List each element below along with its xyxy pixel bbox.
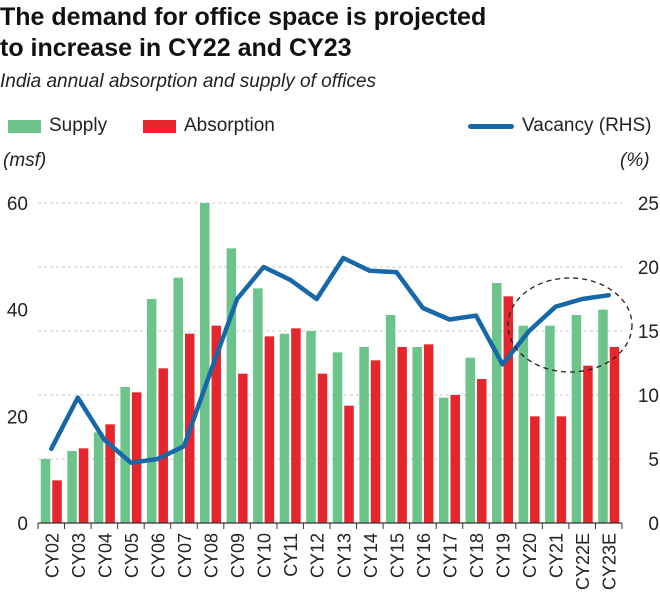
chart-title-line-2: to increase in CY22 and CY23 bbox=[0, 34, 352, 62]
category-label: CY11 bbox=[281, 533, 301, 577]
left-tick-label: 40 bbox=[7, 301, 28, 322]
absorption-bar bbox=[370, 360, 381, 523]
supply-bar bbox=[412, 347, 422, 523]
category-label: CY23E bbox=[600, 533, 620, 590]
supply-bar bbox=[173, 277, 183, 523]
category-label: CY05 bbox=[122, 533, 142, 578]
supply-bar bbox=[93, 432, 104, 523]
absorption-bar bbox=[264, 336, 275, 523]
category-label: CY17 bbox=[441, 533, 461, 578]
absorption-bar bbox=[131, 392, 142, 523]
legend-absorption: Absorption bbox=[143, 114, 275, 138]
absorption-bar bbox=[52, 480, 62, 523]
right-tick-label: 5 bbox=[648, 450, 659, 471]
legend-absorption-label: Absorption bbox=[184, 115, 275, 136]
supply-bar bbox=[226, 248, 237, 524]
left-tick-label: 60 bbox=[7, 194, 28, 215]
legend-vacancy-label: Vacancy (RHS) bbox=[522, 115, 652, 136]
left-tick-label: 0 bbox=[17, 514, 28, 535]
legend-absorption-swatch bbox=[143, 119, 176, 133]
category-label: CY18 bbox=[467, 533, 487, 578]
supply-bar bbox=[306, 331, 316, 523]
absorption-bar bbox=[530, 416, 540, 523]
absorption-bar bbox=[450, 395, 460, 523]
supply-bar bbox=[492, 283, 502, 523]
absorption-bar bbox=[211, 325, 222, 523]
absorption-bar bbox=[78, 448, 89, 523]
category-label: CY20 bbox=[520, 533, 540, 578]
supply-bar bbox=[279, 333, 290, 523]
category-label: CY06 bbox=[149, 533, 169, 578]
absorption-bar bbox=[583, 365, 593, 523]
right-tick-label: 25 bbox=[638, 194, 659, 215]
legend-vacancy: Vacancy (RHS) bbox=[468, 114, 652, 138]
category-label: CY19 bbox=[494, 533, 514, 578]
right-tick-label: 0 bbox=[648, 514, 659, 535]
absorption-bar bbox=[477, 379, 487, 523]
supply-bar bbox=[571, 315, 582, 523]
left-tick-label: 20 bbox=[7, 407, 28, 428]
supply-bar bbox=[200, 203, 210, 523]
left-axis-unit: (msf) bbox=[3, 150, 47, 171]
supply-bar bbox=[518, 325, 529, 523]
supply-bar bbox=[598, 309, 608, 523]
category-label: CY08 bbox=[202, 533, 222, 578]
supply-bar bbox=[545, 325, 555, 523]
category-label: CY15 bbox=[387, 533, 407, 578]
absorption-bar bbox=[317, 373, 328, 523]
category-label: CY12 bbox=[308, 533, 328, 578]
category-label: CY07 bbox=[175, 533, 195, 578]
supply-bar bbox=[385, 315, 396, 523]
category-label: CY03 bbox=[69, 533, 89, 578]
supply-bar bbox=[67, 451, 77, 523]
category-label: CY21 bbox=[547, 533, 567, 578]
absorption-bar bbox=[503, 296, 514, 523]
legend-supply-label: Supply bbox=[49, 115, 108, 136]
legend-supply: Supply bbox=[8, 114, 107, 138]
absorption-bar bbox=[105, 424, 115, 523]
legend-vacancy-swatch bbox=[468, 123, 514, 129]
supply-bar bbox=[40, 459, 51, 523]
chart-title: The demand for office space is projected… bbox=[0, 2, 650, 64]
chart-title-line-1: The demand for office space is projected bbox=[0, 3, 487, 31]
supply-bar bbox=[332, 352, 343, 523]
absorption-bar bbox=[158, 368, 168, 523]
absorption-bar bbox=[609, 347, 620, 523]
category-label: CY09 bbox=[228, 533, 248, 578]
supply-bar bbox=[465, 357, 475, 523]
supply-bar bbox=[253, 288, 263, 523]
category-label: CY14 bbox=[361, 533, 381, 578]
absorption-bar bbox=[238, 373, 248, 523]
highlight-circle bbox=[507, 277, 633, 373]
chart-subtitle: India annual absorption and supply of of… bbox=[0, 71, 377, 92]
category-label: CY02 bbox=[42, 533, 62, 578]
category-label: CY22E bbox=[573, 533, 593, 590]
absorption-bar bbox=[344, 405, 354, 523]
supply-bar bbox=[438, 397, 449, 523]
right-tick-label: 10 bbox=[638, 386, 659, 407]
absorption-bar bbox=[556, 416, 567, 523]
right-tick-label: 20 bbox=[638, 258, 659, 279]
right-tick-label: 15 bbox=[638, 322, 659, 343]
category-label: CY04 bbox=[95, 533, 115, 578]
legend-supply-swatch bbox=[8, 119, 41, 133]
category-label: CY16 bbox=[414, 533, 434, 578]
supply-bar bbox=[146, 299, 157, 523]
supply-bar bbox=[359, 347, 369, 523]
absorption-bar bbox=[291, 328, 301, 523]
absorption-bar bbox=[397, 347, 407, 523]
right-axis-unit: (%) bbox=[620, 150, 650, 171]
category-label: CY10 bbox=[255, 533, 275, 578]
absorption-bar bbox=[423, 344, 434, 523]
category-label: CY13 bbox=[334, 533, 354, 578]
